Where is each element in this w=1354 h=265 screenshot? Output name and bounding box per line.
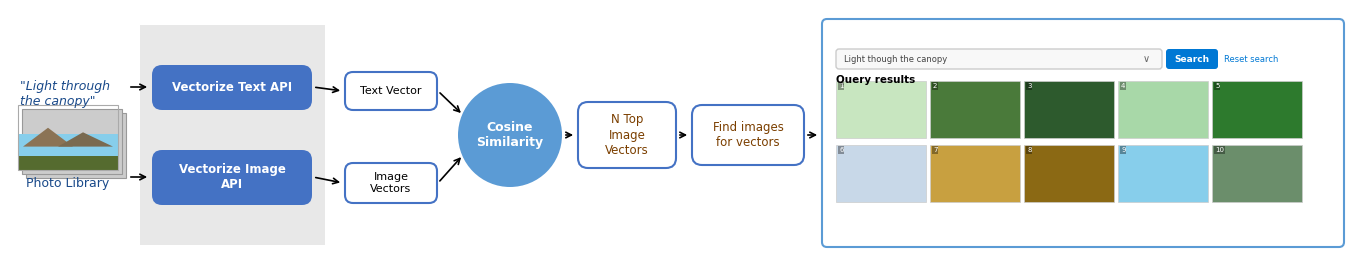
FancyBboxPatch shape [1024, 81, 1114, 138]
Text: Light though the canopy: Light though the canopy [844, 55, 948, 64]
FancyBboxPatch shape [1166, 49, 1219, 69]
FancyBboxPatch shape [930, 81, 1020, 138]
FancyBboxPatch shape [822, 19, 1345, 247]
FancyBboxPatch shape [1118, 81, 1208, 138]
Text: 5: 5 [1215, 83, 1220, 89]
Text: 7: 7 [933, 147, 937, 153]
Text: Query results: Query results [835, 75, 915, 85]
FancyBboxPatch shape [835, 81, 926, 138]
FancyBboxPatch shape [18, 134, 118, 170]
Text: Find images
for vectors: Find images for vectors [712, 121, 784, 149]
Text: 9: 9 [1121, 147, 1125, 153]
FancyBboxPatch shape [1024, 145, 1114, 202]
Ellipse shape [458, 83, 562, 187]
Text: 6: 6 [839, 147, 844, 153]
Text: Cosine
Similarity: Cosine Similarity [477, 121, 543, 149]
FancyBboxPatch shape [692, 105, 804, 165]
Text: N Top
Image
Vectors: N Top Image Vectors [605, 113, 649, 157]
FancyBboxPatch shape [345, 163, 437, 203]
Polygon shape [58, 132, 112, 147]
FancyBboxPatch shape [152, 150, 311, 205]
FancyBboxPatch shape [1212, 145, 1303, 202]
FancyBboxPatch shape [152, 65, 311, 110]
Text: Text Vector: Text Vector [360, 86, 421, 96]
Text: ∨: ∨ [1143, 54, 1150, 64]
FancyBboxPatch shape [18, 156, 118, 170]
Text: "Light through
the canopy": "Light through the canopy" [20, 80, 110, 108]
Text: Photo Library: Photo Library [26, 177, 110, 190]
FancyBboxPatch shape [835, 145, 926, 202]
FancyBboxPatch shape [930, 145, 1020, 202]
Text: 8: 8 [1026, 147, 1032, 153]
FancyBboxPatch shape [1212, 81, 1303, 138]
FancyBboxPatch shape [345, 72, 437, 110]
Polygon shape [23, 128, 73, 147]
Text: Vectorize Text API: Vectorize Text API [172, 81, 292, 94]
Text: 4: 4 [1121, 83, 1125, 89]
Text: 3: 3 [1026, 83, 1032, 89]
Text: Reset search: Reset search [1224, 55, 1278, 64]
FancyBboxPatch shape [26, 113, 126, 178]
Text: 10: 10 [1215, 147, 1224, 153]
FancyBboxPatch shape [139, 25, 325, 245]
FancyBboxPatch shape [578, 102, 676, 168]
Text: 1: 1 [839, 83, 844, 89]
FancyBboxPatch shape [22, 109, 122, 174]
Text: Vectorize Image
API: Vectorize Image API [179, 164, 286, 192]
Text: Search: Search [1174, 55, 1209, 64]
FancyBboxPatch shape [1118, 145, 1208, 202]
FancyBboxPatch shape [835, 49, 1162, 69]
Text: 2: 2 [933, 83, 937, 89]
Text: Image
Vectors: Image Vectors [371, 172, 412, 194]
